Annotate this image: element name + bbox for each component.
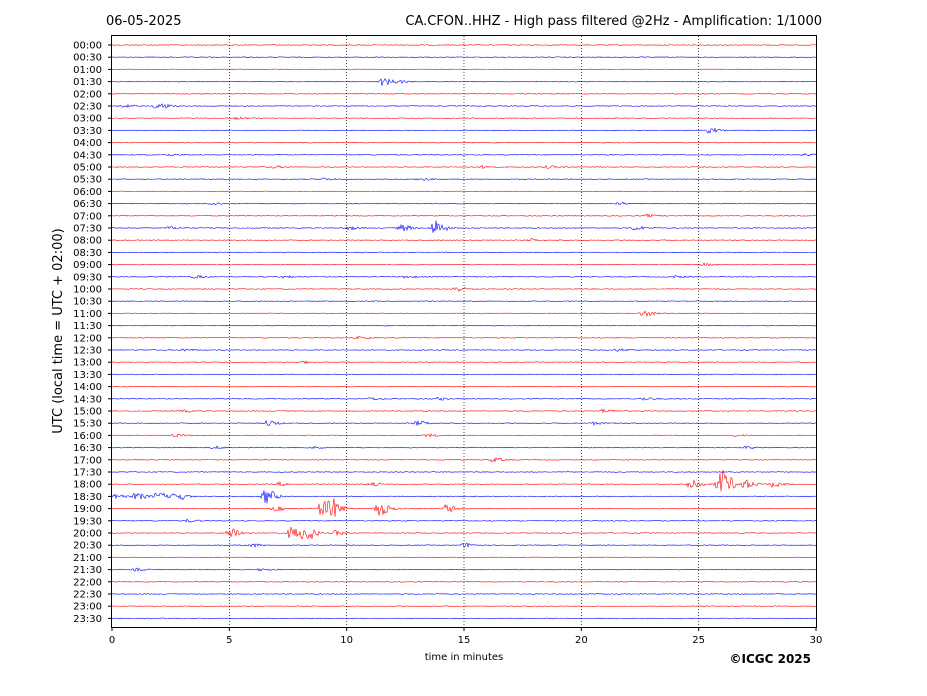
trace-0330 bbox=[111, 127, 817, 134]
y-tick-label: 22:30 bbox=[73, 590, 102, 601]
trace-2130 bbox=[111, 567, 817, 572]
y-tick-label: 04:00 bbox=[73, 138, 102, 149]
y-tick-label: 12:30 bbox=[73, 346, 102, 357]
x-tick-label: 15 bbox=[458, 635, 471, 646]
y-tick-label: 12:00 bbox=[73, 333, 102, 344]
y-tick-label: 04:30 bbox=[73, 150, 102, 161]
y-tick-label: 16:00 bbox=[73, 431, 102, 442]
x-axis-label: time in minutes bbox=[425, 652, 504, 663]
grid-layer bbox=[228, 36, 700, 627]
trace-0700 bbox=[111, 213, 817, 218]
x-tick-label: 25 bbox=[692, 635, 705, 646]
y-tick-label: 20:00 bbox=[73, 529, 102, 540]
y-tick-label: 23:00 bbox=[73, 602, 102, 613]
trace-1400 bbox=[111, 385, 817, 388]
trace-1730 bbox=[111, 471, 817, 473]
x-tick-label: 0 bbox=[109, 635, 115, 646]
y-tick-label: 21:00 bbox=[73, 553, 102, 564]
y-tick-label: 09:30 bbox=[73, 272, 102, 283]
trace-0300 bbox=[111, 116, 817, 121]
y-tick-label: 08:30 bbox=[73, 248, 102, 259]
y-tick-label: 18:00 bbox=[73, 480, 102, 491]
y-tick-label: 15:30 bbox=[73, 419, 102, 430]
trace-0630 bbox=[111, 201, 817, 206]
y-tick-label: 01:00 bbox=[73, 65, 102, 76]
y-tick-label: 06:00 bbox=[73, 187, 102, 198]
trace-2000 bbox=[111, 526, 817, 540]
y-tick-label: 13:00 bbox=[73, 358, 102, 369]
chart-date: 06-05-2025 bbox=[106, 14, 182, 29]
trace-0430 bbox=[111, 153, 817, 157]
trace-2100 bbox=[111, 556, 817, 559]
y-tick-label: 17:00 bbox=[73, 455, 102, 466]
trace-1130 bbox=[111, 324, 817, 327]
y-tick-label: 18:30 bbox=[73, 492, 102, 503]
trace-2030 bbox=[111, 542, 817, 548]
y-tick-label: 13:30 bbox=[73, 370, 102, 381]
y-tick-label: 11:30 bbox=[73, 321, 102, 332]
y-tick-label: 07:30 bbox=[73, 224, 102, 235]
y-tick-label: 17:30 bbox=[73, 468, 102, 479]
y-tick-label: 02:00 bbox=[73, 89, 102, 100]
y-tick-label: 05:00 bbox=[73, 163, 102, 174]
y-tick-label: 10:30 bbox=[73, 297, 102, 308]
trace-1800 bbox=[111, 470, 817, 492]
trace-0600 bbox=[111, 190, 817, 193]
y-tick-label: 21:30 bbox=[73, 565, 102, 576]
x-tick-label: 20 bbox=[575, 635, 588, 646]
x-tick-label: 30 bbox=[810, 635, 823, 646]
y-tick-label: 07:00 bbox=[73, 211, 102, 222]
trace-1330 bbox=[111, 373, 817, 376]
trace-1230 bbox=[111, 348, 817, 352]
y-tick-label: 23:30 bbox=[73, 614, 102, 625]
trace-layer bbox=[111, 44, 817, 620]
y-tick-label: 00:00 bbox=[73, 41, 102, 52]
trace-1430 bbox=[111, 397, 817, 401]
y-tick-label: 05:30 bbox=[73, 175, 102, 186]
y-tick-label: 20:30 bbox=[73, 541, 102, 552]
y-axis-label: UTC (local time = UTC + 02:00) bbox=[51, 228, 66, 433]
y-tick-label: 08:00 bbox=[73, 236, 102, 247]
trace-0400 bbox=[111, 141, 817, 144]
plot-frame bbox=[111, 35, 817, 628]
x-tick-label: 10 bbox=[340, 635, 353, 646]
trace-1930 bbox=[111, 518, 817, 523]
y-tick-label: 14:30 bbox=[73, 394, 102, 405]
y-tick-label: 19:30 bbox=[73, 516, 102, 527]
y-tick-label: 03:30 bbox=[73, 126, 102, 137]
trace-1100 bbox=[111, 310, 817, 317]
y-tick-label: 15:00 bbox=[73, 407, 102, 418]
chart-title: CA.CFON..HHZ - High pass filtered @2Hz -… bbox=[405, 14, 822, 29]
trace-0530 bbox=[111, 177, 817, 181]
y-tick-label: 03:00 bbox=[73, 114, 102, 125]
x-tick-label: 5 bbox=[226, 635, 232, 646]
trace-1830 bbox=[111, 490, 817, 504]
trace-1300 bbox=[111, 360, 817, 365]
y-tick-label: 22:00 bbox=[73, 577, 102, 588]
y-tick-label: 00:30 bbox=[73, 53, 102, 64]
y-tick-label: 10:00 bbox=[73, 285, 102, 296]
y-tick-label: 09:00 bbox=[73, 260, 102, 271]
trace-1200 bbox=[111, 335, 817, 340]
y-tick-label: 16:30 bbox=[73, 443, 102, 454]
trace-0230 bbox=[111, 103, 817, 109]
y-tick-label: 02:30 bbox=[73, 102, 102, 113]
y-tick-label: 01:30 bbox=[73, 77, 102, 88]
y-tick-label: 06:30 bbox=[73, 199, 102, 210]
trace-0500 bbox=[111, 164, 817, 169]
copyright-notice: ©ICGC 2025 bbox=[729, 652, 811, 666]
trace-1900 bbox=[111, 498, 817, 517]
y-tick-label: 14:00 bbox=[73, 382, 102, 393]
y-tick-label: 11:00 bbox=[73, 309, 102, 320]
y-tick-label: 19:00 bbox=[73, 504, 102, 515]
x-axis: 0 5 10 15 20 25 30 bbox=[109, 627, 823, 646]
